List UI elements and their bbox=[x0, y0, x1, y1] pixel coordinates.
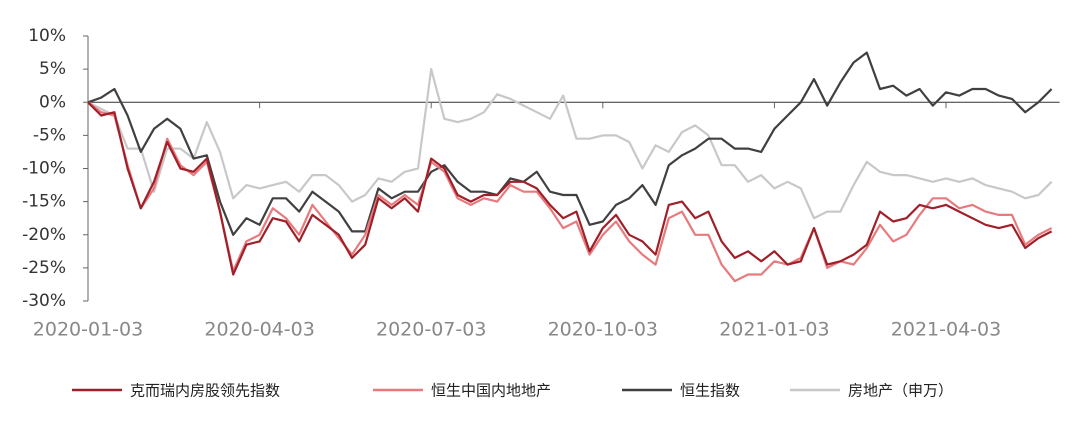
x-tick-label: 2020-07-03 bbox=[376, 319, 486, 341]
series-line bbox=[87, 101, 1053, 283]
legend-label: 房地产（申万） bbox=[848, 382, 953, 400]
legend-label: 克而瑞内房股领先指数 bbox=[130, 382, 280, 400]
series-line bbox=[87, 51, 1053, 236]
y-tick-label: -10% bbox=[22, 159, 66, 179]
x-tick-label: 2021-04-03 bbox=[891, 319, 1001, 341]
legend-label: 恒生指数 bbox=[680, 382, 740, 400]
x-tick-label: 2020-04-03 bbox=[204, 319, 314, 341]
x-tick-label: 2020-01-03 bbox=[33, 319, 143, 341]
y-tick-label: -15% bbox=[22, 192, 66, 212]
x-tick-label: 2021-01-03 bbox=[719, 319, 829, 341]
y-tick-label: -20% bbox=[22, 225, 66, 245]
x-tick-label: 2020-10-03 bbox=[548, 319, 658, 341]
y-tick-label: 5% bbox=[39, 59, 66, 79]
legend-label: 恒生中国内地地产 bbox=[431, 382, 551, 400]
y-tick-label: 10% bbox=[28, 26, 66, 46]
y-tick-label: -25% bbox=[22, 258, 66, 278]
series-line bbox=[87, 101, 1053, 276]
y-tick-label: 0% bbox=[39, 92, 66, 112]
y-tick-label: -30% bbox=[22, 291, 66, 311]
series-line bbox=[87, 68, 1053, 220]
y-tick-label: -5% bbox=[33, 125, 66, 145]
